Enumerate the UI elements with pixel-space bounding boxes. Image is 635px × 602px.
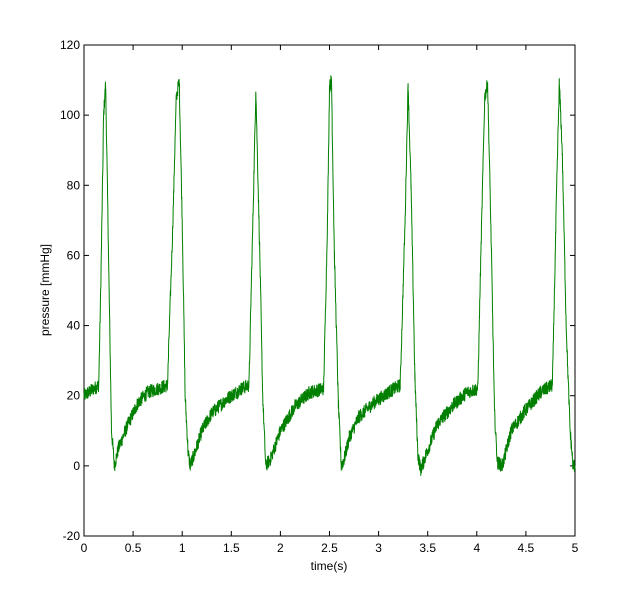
y-tick-label: -20	[63, 529, 81, 543]
y-tick-label: 60	[67, 248, 81, 262]
x-tick-label: 3	[375, 541, 382, 555]
x-axis-label: time(s)	[311, 559, 348, 573]
y-tick-label: 100	[60, 108, 80, 122]
x-tick-label: 1.5	[223, 541, 240, 555]
x-tick-label: 1	[179, 541, 186, 555]
y-tick-label: 0	[73, 459, 80, 473]
y-tick-label: 20	[67, 389, 81, 403]
x-tick-label: 0.5	[125, 541, 142, 555]
pressure-series-line	[83, 74, 576, 476]
x-tick-label: 0	[81, 541, 88, 555]
x-tick-label: 4	[473, 541, 480, 555]
x-tick-label: 2	[277, 541, 284, 555]
y-axis-ticks: -20 0 20 40 60 80 100 120	[60, 38, 575, 543]
x-tick-label: 2.5	[321, 541, 338, 555]
plot-area	[83, 44, 576, 537]
x-tick-label: 4.5	[518, 541, 535, 555]
y-tick-label: 40	[67, 319, 81, 333]
y-tick-label: 80	[67, 178, 81, 192]
y-tick-label: 120	[60, 38, 80, 52]
x-tick-label: 3.5	[419, 541, 436, 555]
x-tick-label: 5	[572, 541, 579, 555]
x-axis-ticks: 0 0.5 1 1.5 2 2.5 3 3.5 4 4.5 5	[81, 45, 579, 555]
y-axis-label: pressure [mmHg]	[38, 244, 52, 336]
